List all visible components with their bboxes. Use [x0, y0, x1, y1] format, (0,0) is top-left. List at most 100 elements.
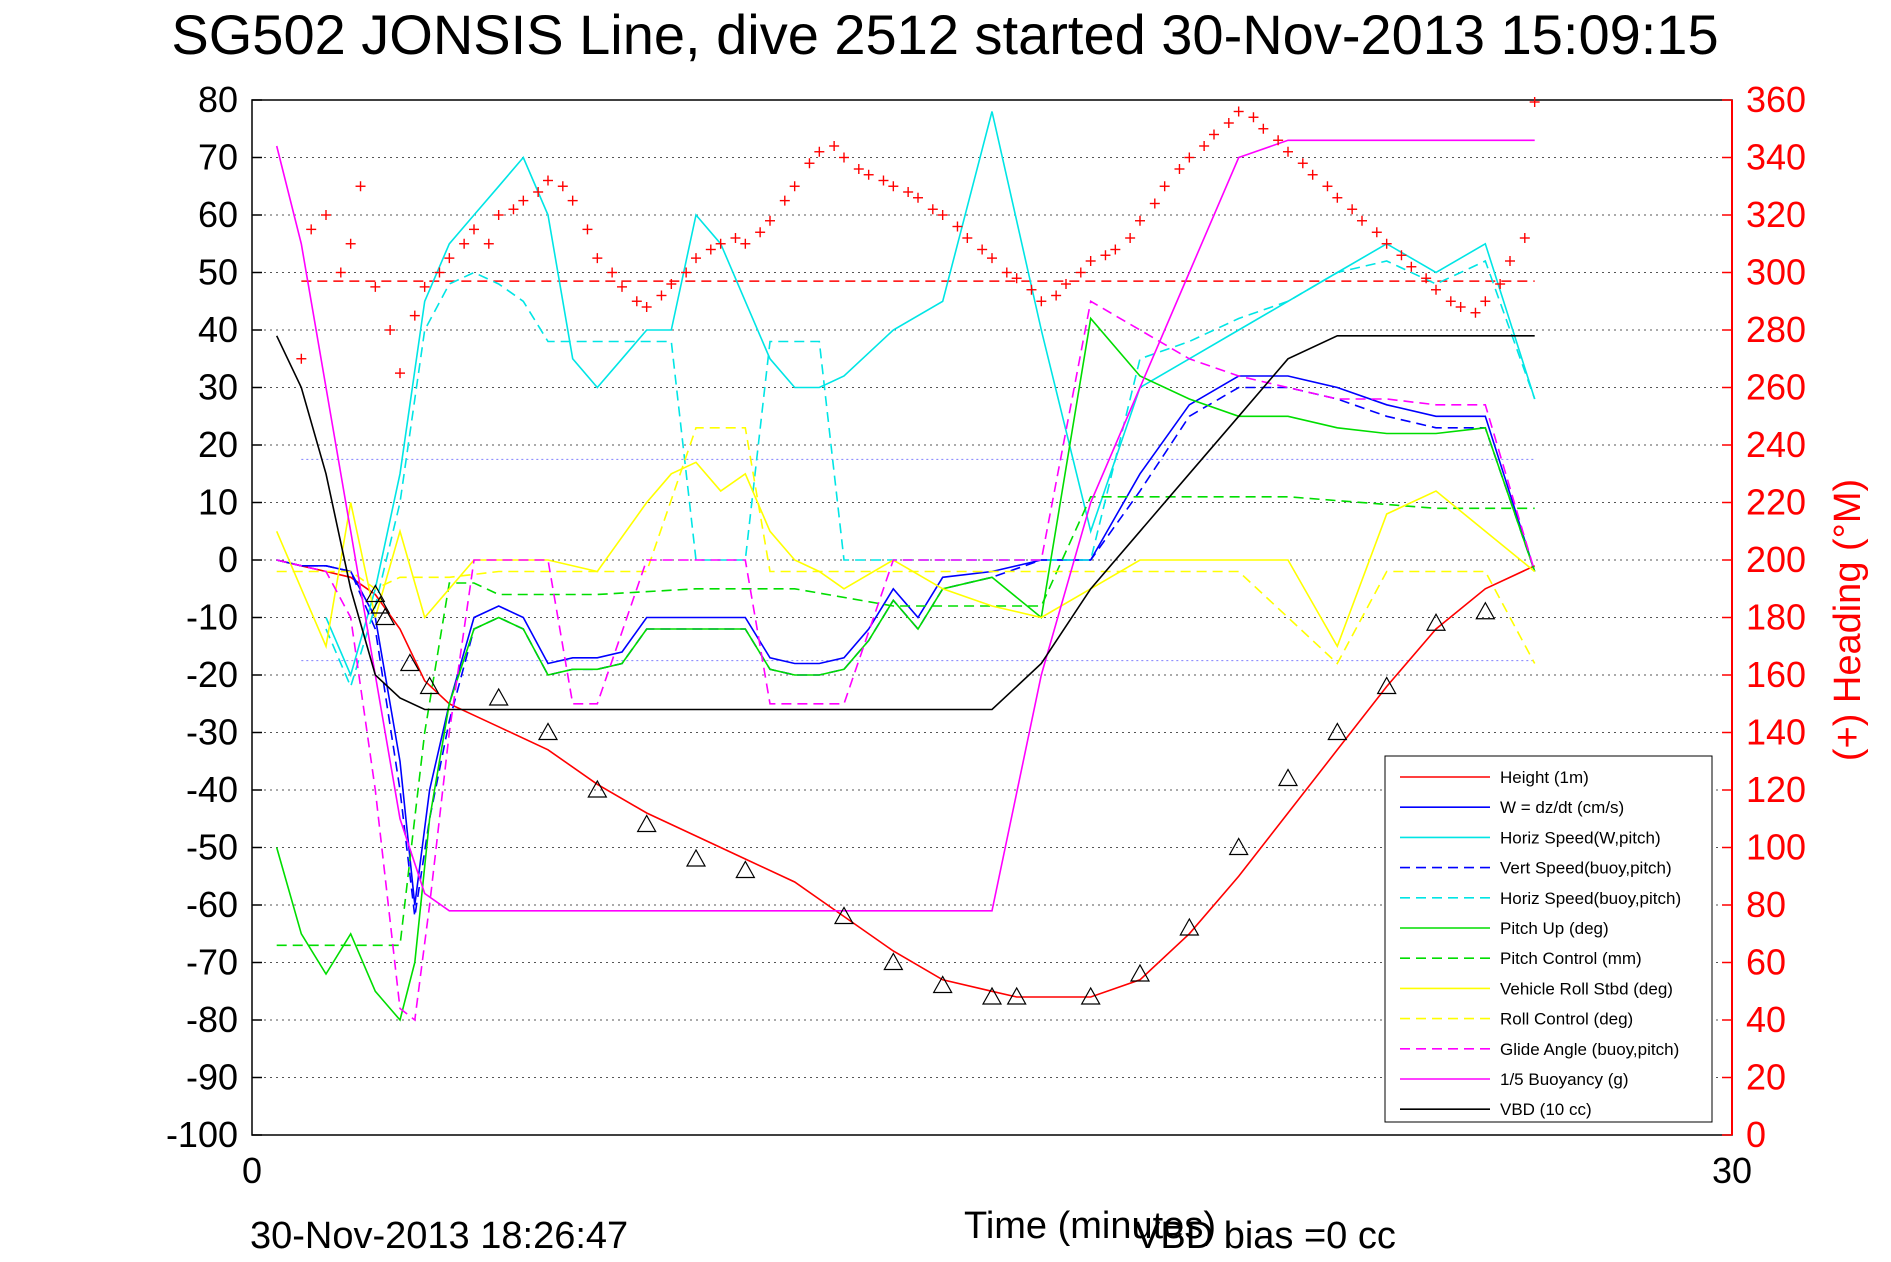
x-axis-label: Time (minutes) [964, 1205, 1216, 1247]
y2-tick-label: 260 [1746, 367, 1806, 408]
y2-tick-label: 160 [1746, 654, 1806, 695]
y-tick-label: 40 [198, 309, 238, 350]
series-line-w [276, 375, 1536, 906]
y-tick-label: -30 [186, 712, 238, 753]
triangle-marker [735, 860, 756, 879]
y2-tick-label: 320 [1746, 194, 1806, 235]
y-tick-label: 70 [198, 137, 238, 178]
legend-box [1384, 755, 1713, 1123]
y2-tick-label: 220 [1746, 482, 1806, 523]
y-tick-label: 20 [198, 424, 238, 465]
y-tick-label: -60 [186, 884, 238, 925]
y2-tick-label: 140 [1746, 712, 1806, 753]
legend-label-horiz_b: Horiz Speed(buoy,pitch) [1500, 889, 1681, 908]
y2-tick-label: 200 [1746, 539, 1806, 580]
y-tick-label: -70 [186, 942, 238, 983]
y-tick-label: -50 [186, 827, 238, 868]
triangle-marker [1327, 722, 1348, 741]
y2-tick-label: 120 [1746, 769, 1806, 810]
legend-label-glide: Glide Angle (buoy,pitch) [1500, 1040, 1679, 1059]
y2-tick-label: 340 [1746, 137, 1806, 178]
legend-label-roll: Vehicle Roll Stbd (deg) [1500, 979, 1673, 998]
y-tick-label: -10 [186, 597, 238, 638]
triangle-marker [1006, 986, 1027, 1005]
footer-timestamp: 30-Nov-2013 18:26:47 [250, 1215, 628, 1257]
y-tick-label: 50 [198, 252, 238, 293]
triangle-marker [883, 952, 904, 971]
legend-label-w: W = dz/dt (cm/s) [1500, 798, 1624, 817]
footer-vbd-bias: VBD bias =0 cc [1135, 1215, 1396, 1257]
triangle-marker [375, 607, 396, 626]
triangle-marker [1129, 963, 1151, 982]
y2-tick-label: 300 [1746, 252, 1806, 293]
series-line-roll_ctrl [276, 426, 1536, 665]
y2-tick-label: 280 [1746, 309, 1806, 350]
triangle-marker [370, 595, 391, 614]
chart-title: SG502 JONSIS Line, dive 2512 started 30-… [171, 3, 1718, 66]
series-line-horiz_w [325, 111, 1536, 678]
y2-tick-label: 60 [1746, 942, 1786, 983]
y2-tick-label: 240 [1746, 424, 1806, 465]
legend-label-height: Height (1m) [1500, 768, 1589, 787]
legend-label-vert_b: Vert Speed(buoy,pitch) [1500, 859, 1672, 878]
triangle-marker [981, 986, 1003, 1005]
y2-tick-label: 0 [1746, 1114, 1766, 1155]
triangle-marker [419, 676, 440, 695]
triangle-marker [932, 975, 953, 994]
y-tick-label: -90 [186, 1057, 238, 1098]
reference-lines [301, 280, 1535, 662]
right-axis-label: (+) Heading (°M) [1827, 479, 1869, 761]
y2-tick-label: 360 [1746, 79, 1806, 120]
y-tick-label: 60 [198, 194, 238, 235]
y-tick-label: -40 [186, 769, 238, 810]
left-y-ticks: 80 70 60 50 40 30 20 10 0 -10 -20 -30 -40 -50 -60 -70 -8… [166, 79, 262, 1155]
y-tick-label: -80 [186, 999, 238, 1040]
y2-tick-label: 20 [1746, 1057, 1786, 1098]
right-y-ticks: 3603403203002802602402202001801601401201… [1722, 79, 1806, 1155]
triangle-marker [1080, 986, 1101, 1005]
legend-label-pitch_ctrl: Pitch Control (mm) [1500, 949, 1642, 968]
y-tick-label: 80 [198, 79, 238, 120]
triangle-marker [1425, 613, 1447, 631]
legend-label-pitch_up: Pitch Up (deg) [1500, 919, 1609, 938]
legend-label-buoy: 1/5 Buoyancy (g) [1500, 1070, 1629, 1089]
series-line-pitch_up [275, 316, 1536, 1022]
triangle-marker [1475, 601, 1496, 620]
legend-label-roll_ctrl: Roll Control (deg) [1500, 1010, 1633, 1029]
series-line-roll [275, 461, 1536, 650]
series-line-pitch_ctrl [276, 495, 1535, 947]
legend-label-vbd: VBD (10 cc) [1500, 1100, 1592, 1119]
series-line-glide [276, 300, 1536, 1022]
series-layer [275, 111, 1536, 1022]
triangle-marker [537, 722, 559, 741]
series-line-height [276, 559, 1536, 998]
y-tick-label: -100 [166, 1114, 238, 1155]
y-tick-label: -20 [186, 654, 238, 695]
x-tick-label: 0 [242, 1150, 262, 1191]
triangle-marker [488, 687, 509, 706]
triangle-marker [685, 848, 707, 867]
x-ticks: 0 30 [242, 1150, 1752, 1191]
y-tick-label: 30 [198, 367, 238, 408]
triangle-marker [833, 906, 855, 925]
y2-tick-label: 180 [1746, 597, 1806, 638]
heading-points [296, 97, 1540, 379]
triangle-marker [365, 584, 386, 603]
triangle-marker [399, 653, 420, 672]
triangle-marker [1179, 917, 1200, 936]
series-line-horiz_b [325, 259, 1536, 689]
series-line-vbd [275, 334, 1535, 711]
legend: Height (1m) W = dz/dt (cm/s) Horiz Speed(W… [1384, 755, 1713, 1123]
series-line-buoy [275, 139, 1535, 912]
y-tick-label: 10 [198, 482, 238, 523]
triangle-marker [1228, 837, 1249, 856]
triangle-marker [636, 814, 657, 833]
triangle-marker [587, 779, 608, 798]
triangle-marker [1277, 768, 1299, 787]
triangle-marker [1376, 676, 1397, 695]
y2-tick-label: 100 [1746, 827, 1806, 868]
y-tick-label: 0 [218, 539, 238, 580]
y2-tick-label: 40 [1746, 999, 1786, 1040]
legend-label-horiz_w: Horiz Speed(W,pitch) [1500, 828, 1661, 847]
